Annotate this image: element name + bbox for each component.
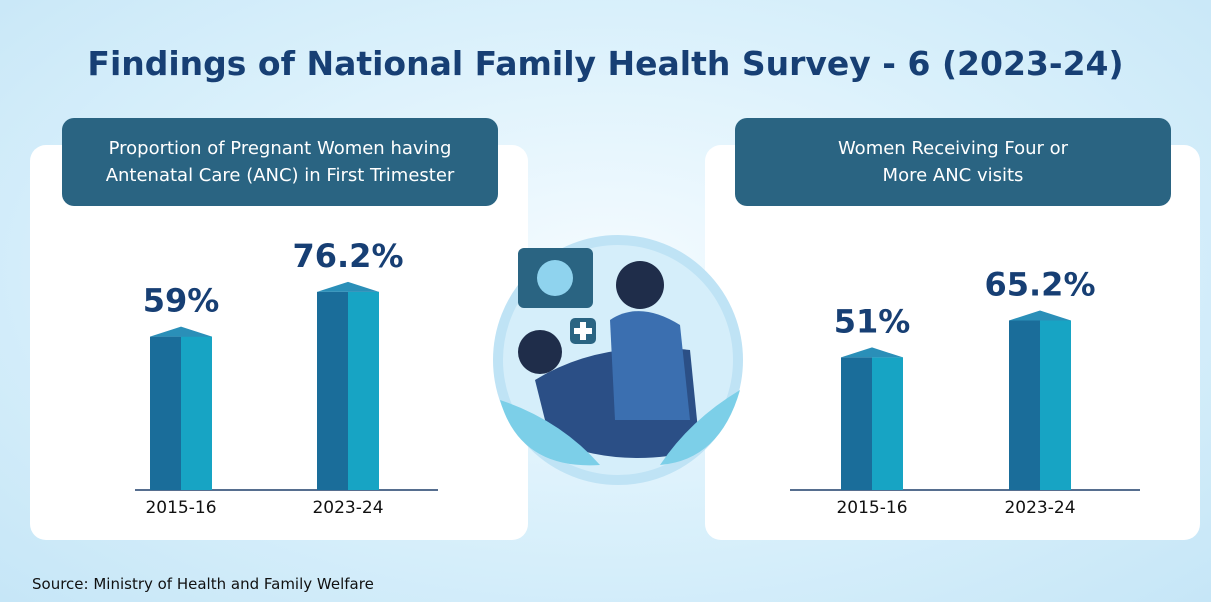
illustration (493, 235, 743, 485)
value-label: 51% (834, 302, 911, 340)
bar-cap (150, 326, 212, 337)
x-tick-label: 2015-16 (145, 498, 216, 518)
value-label: 59% (143, 282, 220, 320)
bar-side (181, 336, 212, 490)
source: Source: Ministry of Health and Family We… (32, 575, 374, 593)
x-tick-label: 2023-24 (312, 498, 383, 518)
page-title: Findings of National Family Health Surve… (87, 44, 1124, 83)
bar-side (872, 357, 903, 490)
x-tick-label: 2015-16 (836, 498, 907, 518)
chart-title: Women Receiving Four or More ANC visits (735, 118, 1171, 206)
panel (30, 145, 528, 540)
x-tick-label: 2023-24 (1004, 498, 1075, 518)
chart-title: Proportion of Pregnant Women having Ante… (62, 118, 498, 206)
bar-cap (1009, 310, 1071, 321)
bar-cap (841, 347, 903, 358)
bar-side (1040, 320, 1071, 490)
bar-cap (317, 281, 379, 292)
bar-side (348, 291, 379, 490)
value-label: 65.2% (984, 265, 1095, 303)
panel (705, 145, 1200, 540)
value-label: 76.2% (292, 237, 403, 275)
